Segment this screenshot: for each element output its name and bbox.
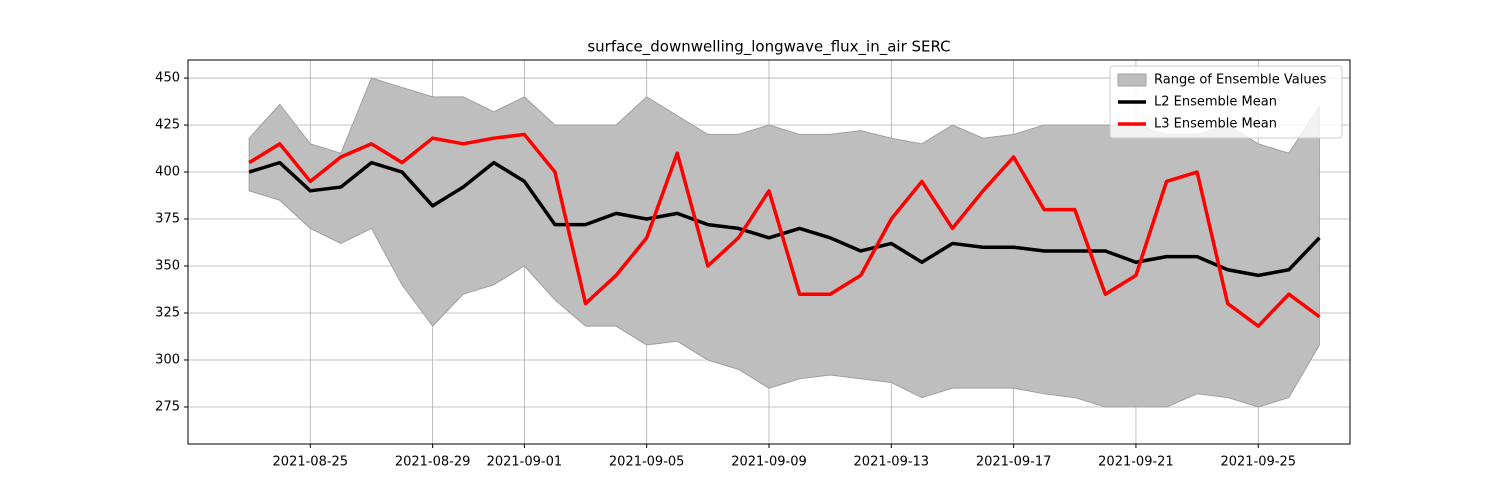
- x-tick-label: 2021-09-01: [487, 455, 563, 470]
- x-tick-label: 2021-09-09: [731, 455, 807, 470]
- y-tick-label: 425: [155, 118, 180, 133]
- y-tick-label: 400: [155, 165, 180, 180]
- x-tick-label: 2021-09-25: [1220, 455, 1296, 470]
- legend-box: [1109, 65, 1343, 139]
- plot-frame: [187, 59, 1351, 445]
- mean-line: [248, 132, 1321, 328]
- x-tick-label: 2021-09-05: [609, 455, 685, 470]
- y-tick-label: 300: [155, 352, 180, 367]
- x-tick-label: 2021-09-13: [854, 455, 930, 470]
- y-tick-label: 450: [155, 71, 180, 86]
- y-tick-label: 375: [155, 212, 180, 227]
- chart-title: surface_downwelling_longwave_flux_in_air…: [587, 38, 950, 57]
- y-tick-label: 350: [155, 259, 180, 274]
- y-tick-label: 325: [155, 305, 180, 320]
- legend-label: Range of Ensemble Values: [1154, 73, 1327, 88]
- legend-label: L2 Ensemble Mean: [1154, 95, 1277, 110]
- x-tick-label: 2021-08-25: [273, 455, 349, 470]
- x-tick-label: 2021-09-21: [1098, 455, 1174, 470]
- legend-swatch: [1117, 73, 1147, 87]
- legend-label: L3 Ensemble Mean: [1154, 117, 1277, 132]
- x-tick-label: 2021-09-17: [976, 455, 1052, 470]
- x-tick-label: 2021-08-29: [395, 455, 471, 470]
- y-tick-label: 275: [155, 399, 180, 414]
